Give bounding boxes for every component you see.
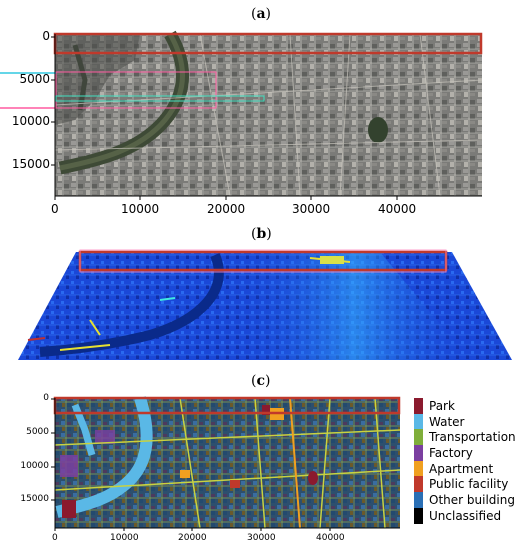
panel-c-ytick-2: 10000: [20, 461, 49, 471]
legend-item-public-facility: Public facility: [414, 476, 522, 493]
panel-a-ytick-1: 5000: [19, 72, 50, 86]
legend-swatch-unclassified: [414, 507, 423, 524]
panel-a-image: [54, 30, 483, 197]
panel-c-ytick-1: 5000: [26, 427, 49, 437]
legend-item-park: Park: [414, 398, 522, 414]
panel-a-xtick-0: 0: [51, 202, 59, 216]
legend-label-other-building: Other building: [429, 492, 515, 507]
panel-c-xtick-4: 40000: [316, 533, 345, 543]
panel-c-letter: c: [256, 373, 265, 389]
legend-swatch-transportation: [414, 429, 423, 446]
panel-c-image: [54, 396, 401, 529]
panel-a-letter: a: [256, 6, 266, 22]
panel-c-xtick-2: 20000: [178, 533, 207, 543]
legend-swatch-park: [414, 398, 423, 414]
panel-b-label: (b): [251, 226, 272, 242]
panel-a-xtick-2: 20000: [207, 202, 246, 216]
legend-label-park: Park: [429, 398, 455, 413]
legend-swatch-factory: [414, 445, 423, 461]
legend-label-apartment: Apartment: [429, 461, 494, 476]
panel-a-xtick-1: 10000: [121, 202, 160, 216]
panel-a-x-ticks: [54, 196, 398, 200]
legend-label-water: Water: [429, 414, 465, 429]
panel-c-y-ticks: [51, 398, 55, 501]
legend-item-apartment: Apartment: [414, 460, 522, 477]
panel-b-letter: b: [256, 226, 267, 242]
panel-a-ytick-2: 10000: [11, 114, 50, 128]
legend-label-factory: Factory: [429, 445, 473, 460]
legend-item-transportation: Transportation: [414, 429, 522, 446]
legend-item-water: Water: [414, 413, 522, 430]
legend-item-other-building: Other building: [414, 492, 522, 508]
legend-swatch-public-facility: [414, 476, 423, 493]
panel-a-xtick-4: 40000: [378, 202, 417, 216]
panel-a-highlight-cyan: [55, 95, 265, 102]
panel-a-ytick-3: 15000: [11, 157, 50, 171]
panel-c-label: (c): [251, 373, 271, 389]
panel-c-xtick-0: 0: [52, 533, 58, 543]
legend-label-transportation: Transportation: [429, 430, 516, 445]
legend-swatch-apartment: [414, 460, 423, 477]
panel-a-ytick-0: 0: [42, 29, 50, 43]
panel-c-ytick-3: 15000: [20, 494, 49, 504]
panel-a-y-ticks: [51, 36, 55, 166]
legend-label-unclassified: Unclassified: [429, 508, 502, 523]
panel-c-xtick-1: 10000: [110, 533, 139, 543]
panel-b-image: [18, 252, 512, 360]
legend-swatch-water: [414, 413, 423, 430]
panel-a-highlight-magenta: [55, 71, 217, 109]
panel-c-x-ticks: [54, 528, 331, 531]
panel-a-label: (a): [251, 6, 272, 22]
legend-label-public-facility: Public facility: [429, 477, 509, 492]
legend-item-unclassified: Unclassified: [414, 507, 522, 524]
panel-b-highlight-pink: [79, 249, 447, 273]
class-legend: Park Water Transportation Factory Apartm…: [414, 398, 522, 524]
panel-c-xtick-3: 30000: [247, 533, 276, 543]
legend-item-factory: Factory: [414, 445, 522, 461]
legend-swatch-other-building: [414, 492, 423, 508]
panel-c-ytick-0: 0: [43, 393, 49, 403]
panel-a-xtick-3: 30000: [292, 202, 331, 216]
